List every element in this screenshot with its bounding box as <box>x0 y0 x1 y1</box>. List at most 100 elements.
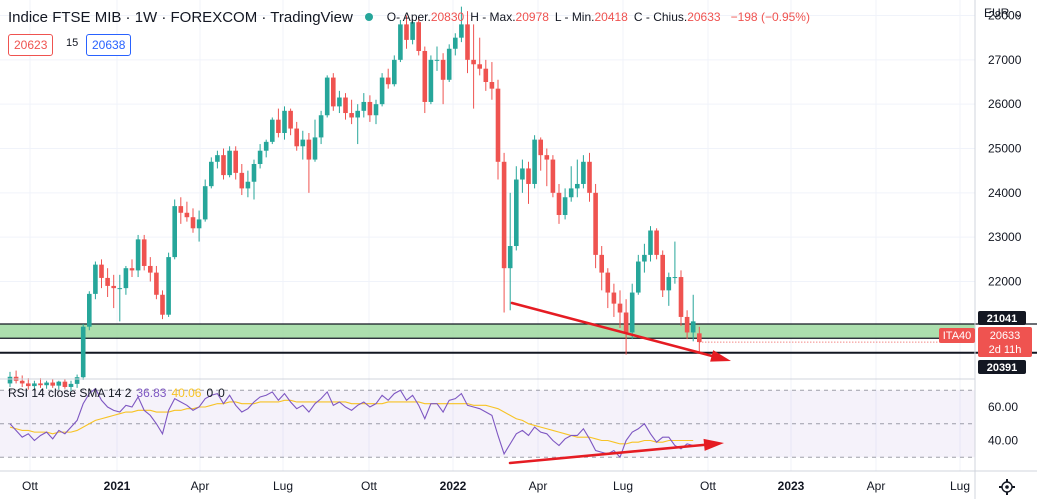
candle <box>245 170 251 198</box>
candle-body <box>599 254 604 273</box>
candle <box>233 146 238 180</box>
candle-body <box>221 155 226 176</box>
price-tick-label: 26000 <box>988 97 1022 111</box>
candle <box>337 90 342 114</box>
candle <box>190 208 196 233</box>
candle-body <box>202 186 208 220</box>
candle <box>629 283 635 340</box>
symbol-title[interactable]: Indice FTSE MIB · 1W · FOREXCOM · Tradin… <box>8 8 353 26</box>
candle-body <box>507 246 513 269</box>
candle-body <box>19 380 25 384</box>
candle-body <box>453 37 458 49</box>
candle-body <box>300 139 306 147</box>
candle-body <box>227 150 232 176</box>
candle-body <box>489 82 495 89</box>
price-axis[interactable]: 22000 23000 24000 25000 26000 27000 28000 <box>988 9 1022 289</box>
candle-body <box>32 383 37 387</box>
candle <box>166 252 171 317</box>
candle-body <box>392 59 397 85</box>
candle-body <box>343 97 348 114</box>
candle-body <box>337 97 342 107</box>
candle-body <box>105 277 110 286</box>
candle <box>87 291 92 331</box>
sell-price-button[interactable]: 20623 <box>8 34 54 56</box>
rsi-value: 36.83 <box>136 386 167 400</box>
candle <box>251 159 257 200</box>
candle <box>611 283 617 317</box>
candle-body <box>593 192 598 255</box>
currency-selector[interactable]: EUR ⌄ <box>984 6 1023 20</box>
candle <box>654 228 659 260</box>
time-tick-label: Ott <box>22 479 39 493</box>
rsi-level-lines <box>0 389 975 458</box>
candle <box>605 268 611 309</box>
rsi-tick-label: 60.00 <box>988 400 1018 414</box>
candle-body <box>532 139 537 184</box>
candle-body <box>245 181 251 189</box>
candle <box>19 375 25 387</box>
candle-body <box>410 22 415 40</box>
candle-body <box>62 381 68 387</box>
rsi-extra-1: 0 <box>206 386 214 400</box>
candle-body <box>190 217 196 229</box>
candle <box>471 24 476 109</box>
grid-lines <box>0 0 975 471</box>
close-label: C - Chius. <box>633 10 688 24</box>
candle-body <box>367 101 373 116</box>
candle-body <box>74 377 80 384</box>
candle-body <box>404 24 409 40</box>
candle <box>111 274 116 309</box>
candle-body <box>483 68 489 83</box>
candle <box>636 254 641 295</box>
buy-price-button[interactable]: 20638 <box>86 34 132 56</box>
candle <box>184 201 190 222</box>
candle-body <box>282 110 287 133</box>
symbol-badge[interactable]: ITA40 <box>939 328 975 343</box>
candle-body <box>684 316 690 333</box>
candle <box>215 150 220 169</box>
candle <box>44 380 49 389</box>
candle-body <box>678 277 684 317</box>
candle <box>544 148 550 187</box>
candle-body <box>148 265 153 273</box>
candle <box>294 121 299 151</box>
candle-body <box>263 141 269 151</box>
candle <box>99 259 104 289</box>
candle-body <box>617 303 623 313</box>
candle <box>209 157 214 189</box>
open-value: 20830 <box>430 10 465 24</box>
settings-gear-icon[interactable] <box>999 479 1015 495</box>
candle <box>239 164 245 196</box>
price-tick-label: 28000 <box>988 9 1022 23</box>
rsi-legend[interactable]: RSI 14 close SMA 14 2 36.83 40.06 0 0 <box>8 386 225 400</box>
candle <box>556 183 562 224</box>
candle <box>514 166 519 251</box>
rsi-axis[interactable]: 60.00 40.00 <box>988 400 1018 448</box>
candle-body <box>257 150 263 165</box>
rsi-tick-label: 40.00 <box>988 434 1018 448</box>
time-axis[interactable]: Ott 2021 Apr Lug Ott 2022 Apr Lug Ott 2023 Apr Lug <box>22 479 970 493</box>
candle <box>501 152 507 313</box>
candle <box>684 310 690 340</box>
candle-body <box>465 24 470 60</box>
rsi-arrow-head <box>703 438 724 451</box>
candle-body <box>270 119 275 142</box>
candle <box>123 265 129 295</box>
candle-body <box>239 172 245 189</box>
price-divergence-arrow <box>510 301 731 362</box>
rsi-label: RSI 14 close SMA 14 2 <box>8 386 132 400</box>
rsi-divergence-arrow <box>508 438 724 465</box>
candle-body <box>446 48 452 80</box>
badge-upper: 21041 <box>978 311 1026 325</box>
candle-body <box>276 119 281 133</box>
high-label: H - Max. <box>470 10 516 24</box>
candles-group <box>7 6 702 392</box>
candle-body <box>373 104 379 116</box>
candle-body <box>154 272 159 295</box>
market-status-icon <box>364 13 373 21</box>
candle-body <box>172 206 177 258</box>
time-tick-label: Lug <box>273 479 293 493</box>
candle <box>349 99 354 125</box>
price-tick-label: 24000 <box>988 186 1022 200</box>
